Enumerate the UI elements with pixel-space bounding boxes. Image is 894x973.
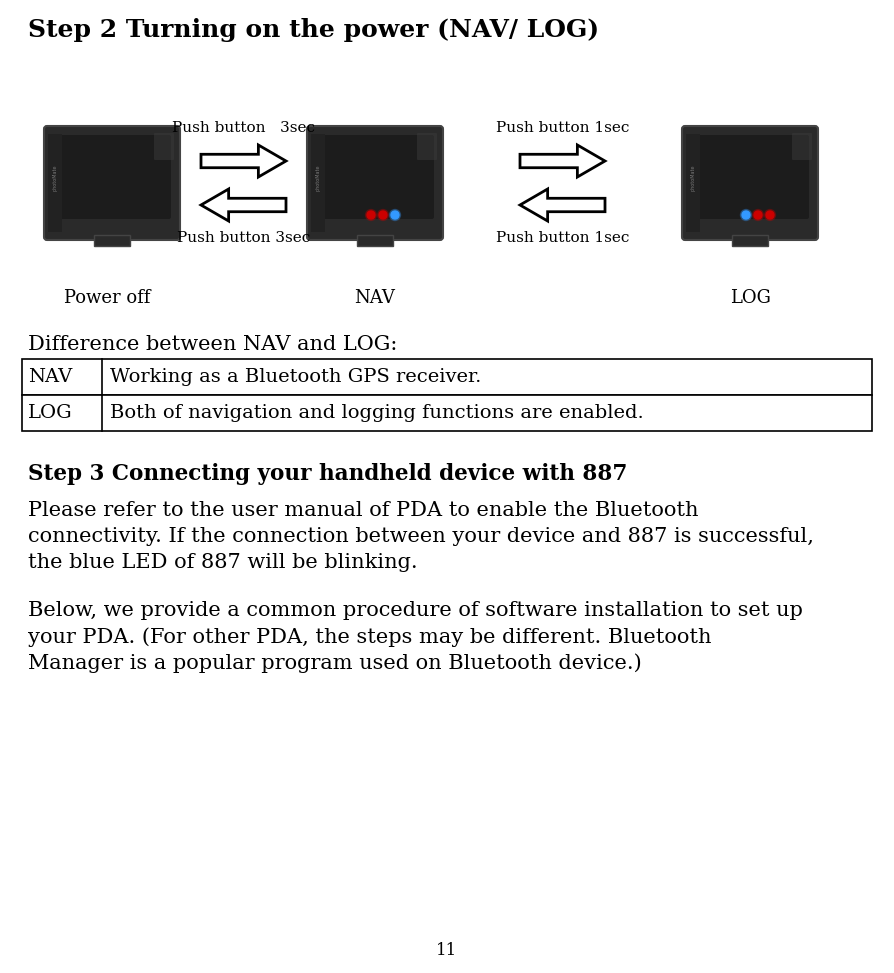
FancyBboxPatch shape <box>307 126 443 240</box>
Circle shape <box>379 211 387 219</box>
Text: Manager is a popular program used on Bluetooth device.): Manager is a popular program used on Blu… <box>28 653 642 672</box>
Text: Push button 1sec: Push button 1sec <box>496 121 629 135</box>
Circle shape <box>764 209 775 221</box>
Text: NAV: NAV <box>28 368 72 386</box>
Text: photoMate: photoMate <box>690 164 696 192</box>
Circle shape <box>740 209 752 221</box>
Text: Push button 1sec: Push button 1sec <box>496 231 629 245</box>
Text: your PDA. (For other PDA, the steps may be different. Bluetooth: your PDA. (For other PDA, the steps may … <box>28 627 712 647</box>
FancyBboxPatch shape <box>44 126 180 240</box>
Bar <box>48 134 62 232</box>
Text: Step 3 Connecting your handheld device with 887: Step 3 Connecting your handheld device w… <box>28 463 628 485</box>
Text: Below, we provide a common procedure of software installation to set up: Below, we provide a common procedure of … <box>28 601 803 620</box>
Text: Difference between NAV and LOG:: Difference between NAV and LOG: <box>28 335 397 354</box>
Bar <box>732 235 768 246</box>
FancyBboxPatch shape <box>682 126 818 240</box>
Text: Power off: Power off <box>63 289 150 307</box>
Text: 11: 11 <box>436 942 458 959</box>
FancyBboxPatch shape <box>154 133 174 160</box>
Polygon shape <box>201 189 286 221</box>
Circle shape <box>391 211 399 219</box>
Text: Both of navigation and logging functions are enabled.: Both of navigation and logging functions… <box>110 404 644 422</box>
Circle shape <box>766 211 774 219</box>
FancyBboxPatch shape <box>691 135 809 219</box>
Circle shape <box>390 209 401 221</box>
Circle shape <box>754 211 762 219</box>
Bar <box>22 359 872 395</box>
Bar <box>357 235 393 246</box>
FancyBboxPatch shape <box>417 133 437 160</box>
Text: NAV: NAV <box>355 289 395 307</box>
Circle shape <box>377 209 389 221</box>
Text: Push button 3sec: Push button 3sec <box>177 231 310 245</box>
Text: LOG: LOG <box>730 289 771 307</box>
Polygon shape <box>520 145 605 177</box>
Text: photoMate: photoMate <box>53 164 57 192</box>
Polygon shape <box>520 189 605 221</box>
Text: Please refer to the user manual of PDA to enable the Bluetooth: Please refer to the user manual of PDA t… <box>28 501 698 520</box>
Text: the blue LED of 887 will be blinking.: the blue LED of 887 will be blinking. <box>28 553 417 572</box>
Bar <box>94 235 130 246</box>
FancyBboxPatch shape <box>316 135 434 219</box>
FancyBboxPatch shape <box>53 135 171 219</box>
FancyBboxPatch shape <box>792 133 812 160</box>
Text: Push button   3sec: Push button 3sec <box>172 121 315 135</box>
Bar <box>311 134 325 232</box>
Circle shape <box>367 211 375 219</box>
Bar <box>686 134 700 232</box>
Text: Step 2 Turning on the power (NAV/ LOG): Step 2 Turning on the power (NAV/ LOG) <box>28 18 599 42</box>
Circle shape <box>742 211 750 219</box>
Text: connectivity. If the connection between your device and 887 is successful,: connectivity. If the connection between … <box>28 527 814 546</box>
Circle shape <box>366 209 376 221</box>
Polygon shape <box>201 145 286 177</box>
Text: LOG: LOG <box>28 404 72 422</box>
Bar <box>22 395 872 431</box>
Circle shape <box>753 209 763 221</box>
Text: photoMate: photoMate <box>316 164 321 192</box>
Text: Working as a Bluetooth GPS receiver.: Working as a Bluetooth GPS receiver. <box>110 368 481 386</box>
